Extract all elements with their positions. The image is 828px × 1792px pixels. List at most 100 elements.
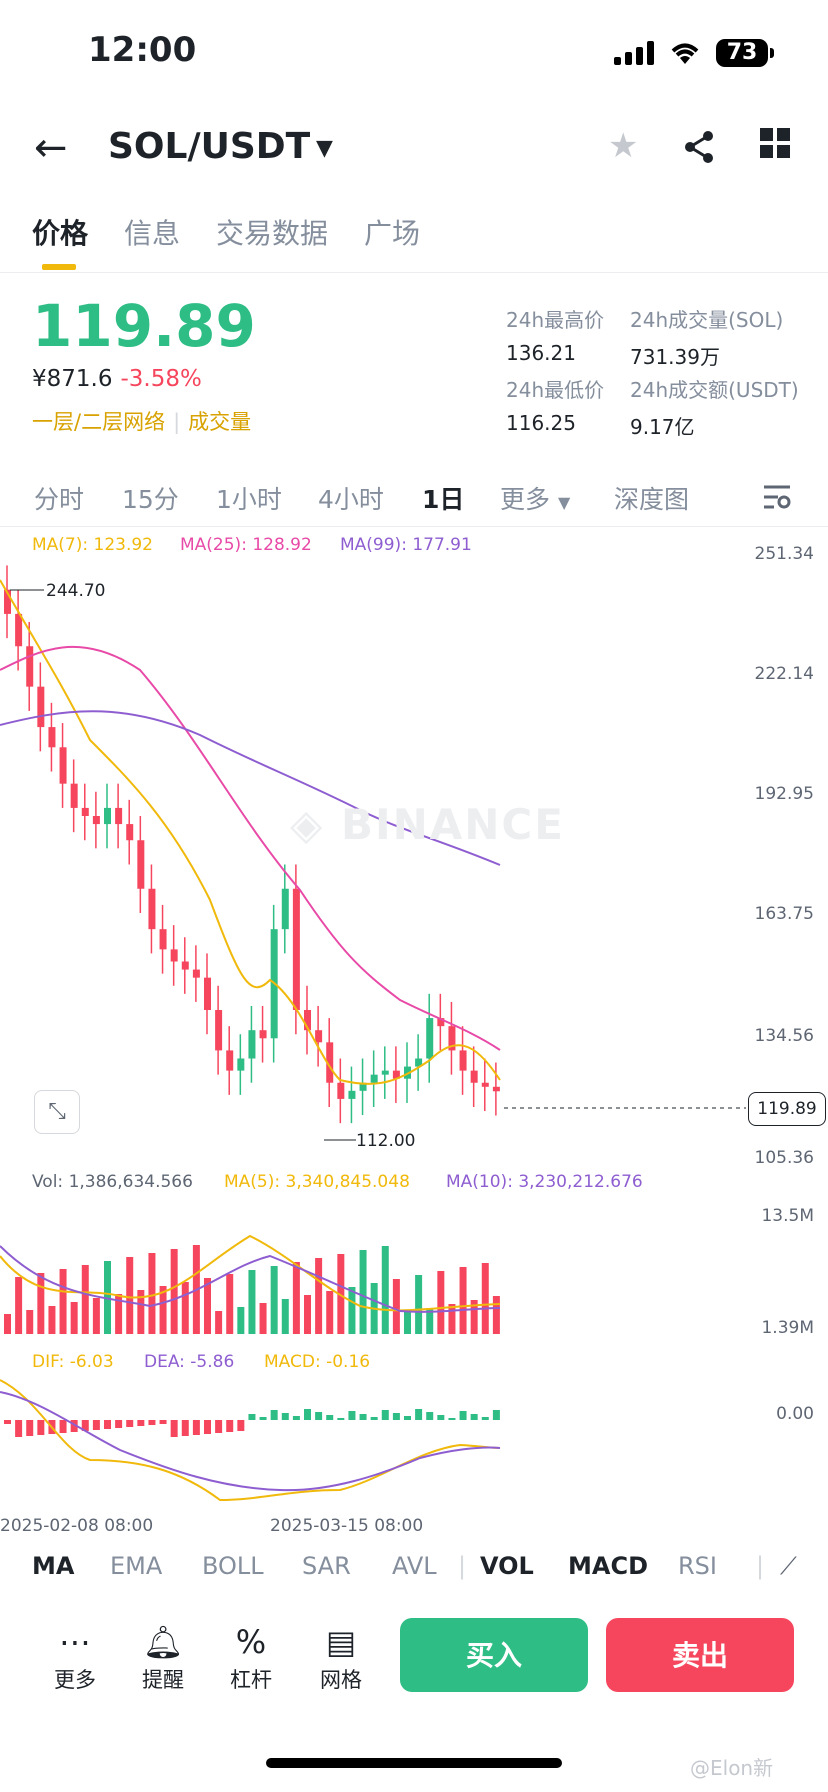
bell-icon: 🔔︎	[142, 1623, 184, 1661]
signal-icon	[614, 41, 654, 65]
stat-volume: 24h成交量(SOL) 731.39万	[630, 304, 783, 370]
macd-bar	[226, 1420, 234, 1432]
back-arrow-icon[interactable]: ←	[34, 125, 68, 171]
volume-bar	[159, 1286, 167, 1334]
ind-rsi[interactable]: RSI	[678, 1552, 717, 1580]
volume-bar	[448, 1304, 456, 1334]
volume-bar	[315, 1258, 323, 1334]
tag-row: 一层/二层网络 | 成交量	[32, 410, 252, 434]
bottom-grid[interactable]: ▤ 网格	[306, 1620, 376, 1694]
interval-depth[interactable]: 深度图	[614, 485, 690, 514]
chart-settings-icon[interactable]	[762, 484, 792, 510]
buy-button[interactable]: 买入	[400, 1618, 588, 1692]
volume-bar	[415, 1275, 423, 1334]
indicator-settings-icon[interactable]: ⟋	[780, 1552, 797, 1580]
ind-ema[interactable]: EMA	[110, 1552, 163, 1580]
candle	[392, 1070, 400, 1079]
ind-boll[interactable]: BOLL	[202, 1552, 264, 1580]
interval-1d[interactable]: 1日	[422, 485, 465, 514]
stat-amount-value: 9.17亿	[630, 415, 695, 439]
chevron-down-icon[interactable]: ▼	[316, 136, 333, 161]
macd-bar	[237, 1420, 245, 1431]
macd-bar	[59, 1420, 67, 1433]
candle	[337, 1082, 345, 1099]
volume-bar	[204, 1278, 211, 1334]
price-axis-label: 134.56	[754, 1026, 814, 1046]
stat-high-value: 136.21	[506, 341, 576, 365]
candle	[148, 888, 156, 930]
macd-bar	[37, 1420, 45, 1435]
candle	[381, 1070, 389, 1075]
share-icon[interactable]	[682, 130, 716, 164]
ma7-line	[0, 579, 501, 1085]
low-marker: 112.00	[356, 1131, 416, 1151]
date-label: 2025-02-08 08:00	[0, 1516, 154, 1536]
candle	[326, 1042, 334, 1083]
macd-bar	[315, 1412, 323, 1420]
indicator-tabs: MA EMA BOLL SAR AVL | VOL MACD RSI | ⟋	[0, 1552, 828, 1592]
expand-icon[interactable]: ⤡	[34, 1090, 80, 1134]
interval-1h[interactable]: 1小时	[216, 485, 282, 514]
bottom-alert-label: 提醒	[142, 1668, 184, 1692]
candle	[281, 888, 289, 930]
macd-bar	[492, 1410, 500, 1420]
bottom-alert[interactable]: 🔔︎ 提醒	[128, 1620, 198, 1694]
ind-sar[interactable]: SAR	[302, 1552, 351, 1580]
bottom-more[interactable]: ⋯ 更多	[40, 1620, 110, 1694]
tag-network[interactable]: 一层/二层网络	[32, 410, 166, 434]
vol-axis-label: 13.5M	[761, 1206, 814, 1226]
tab-square[interactable]: 广场	[364, 217, 421, 250]
macd-bar	[326, 1415, 334, 1420]
candle	[70, 783, 78, 808]
sell-button[interactable]: 卖出	[606, 1618, 794, 1692]
macd-bar	[104, 1420, 111, 1429]
grid-menu-icon[interactable]	[760, 128, 790, 158]
macd-bar	[304, 1409, 311, 1420]
volume-bar	[426, 1308, 434, 1334]
macd-chart	[0, 1379, 501, 1502]
interval-more[interactable]: 更多 ▼	[500, 480, 570, 516]
dif-line	[0, 1379, 501, 1502]
candle	[470, 1070, 478, 1083]
ind-divider: |	[458, 1552, 467, 1580]
tab-price[interactable]: 价格	[32, 212, 88, 270]
battery-icon: 73	[716, 39, 774, 67]
high-marker: 244.70	[46, 581, 106, 601]
macd-axis-label: 0.00	[776, 1404, 814, 1424]
tag-volume[interactable]: 成交量	[188, 410, 252, 434]
binance-logo-icon: ◈	[290, 800, 325, 849]
ma99-line	[0, 710, 501, 866]
tab-info[interactable]: 信息	[124, 217, 181, 250]
interval-15m[interactable]: 15分	[122, 485, 179, 514]
page-tabs: 价格 信息 交易数据 广场	[32, 212, 421, 270]
nav-bar: ← SOL/USDT ▼ ★	[0, 118, 828, 188]
pair-title[interactable]: SOL/USDT	[108, 126, 311, 167]
stat-amount: 24h成交额(USDT) 9.17亿	[630, 374, 799, 440]
interval-time[interactable]: 分时	[34, 485, 85, 514]
volume-bar	[115, 1294, 123, 1334]
volume-bar	[81, 1265, 89, 1334]
volume-bar	[170, 1249, 178, 1334]
ind-vol[interactable]: VOL	[480, 1552, 534, 1580]
interval-4h[interactable]: 4小时	[318, 485, 384, 514]
macd-bar	[92, 1420, 100, 1430]
home-indicator[interactable]	[266, 1758, 562, 1768]
ind-avl[interactable]: AVL	[392, 1552, 437, 1580]
stat-high: 24h最高价 136.21	[506, 304, 604, 365]
candle	[426, 1018, 434, 1059]
star-icon[interactable]: ★	[608, 126, 639, 166]
candle	[137, 840, 145, 889]
cny-value: ¥871.6	[32, 366, 113, 392]
stat-high-label: 24h最高价	[506, 308, 605, 332]
macd-bar	[359, 1414, 367, 1420]
macd-bar	[137, 1420, 145, 1426]
tab-trade-data[interactable]: 交易数据	[216, 217, 329, 250]
price-axis-label: 251.34	[754, 544, 814, 564]
candle	[370, 1074, 378, 1083]
candle	[92, 815, 100, 825]
macd-bar	[370, 1417, 378, 1420]
ind-ma[interactable]: MA	[32, 1552, 75, 1580]
ind-macd[interactable]: MACD	[568, 1552, 648, 1580]
bottom-margin[interactable]: % 杠杆	[216, 1620, 286, 1694]
candlestick-chart[interactable]	[0, 560, 760, 1150]
